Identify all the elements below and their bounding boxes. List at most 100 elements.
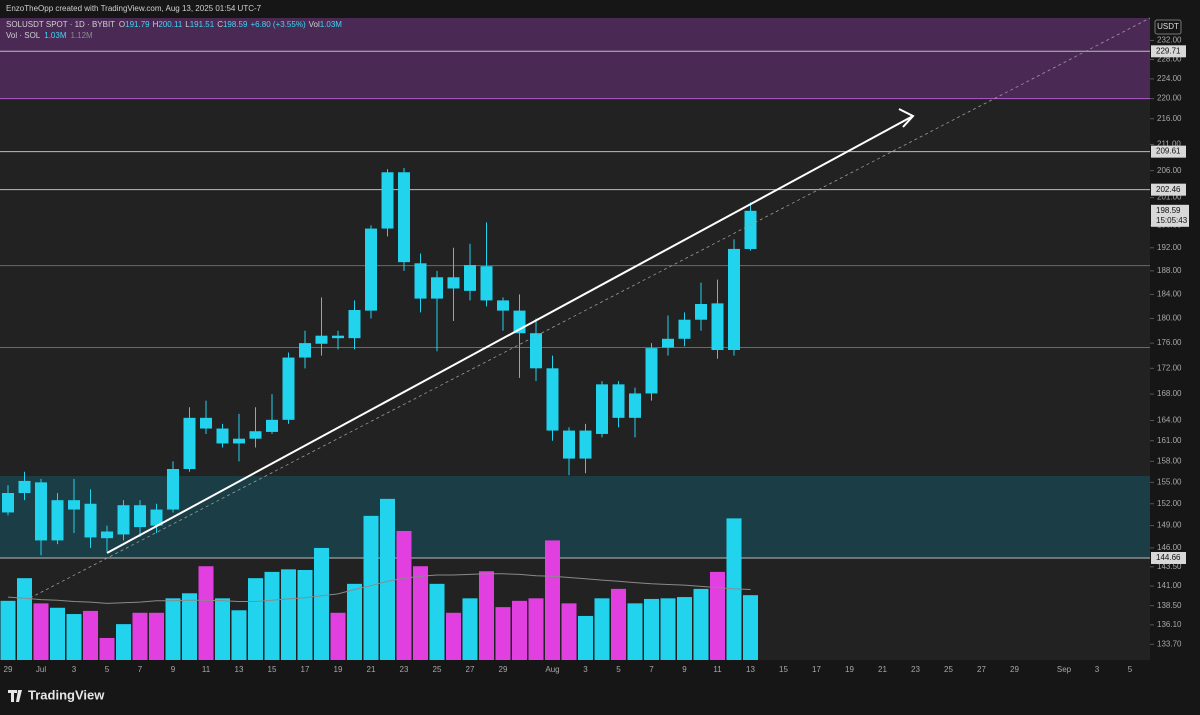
candle-body <box>249 431 262 439</box>
x-tick-label: 27 <box>977 665 986 674</box>
y-tick-label: 228.00 <box>1157 55 1182 64</box>
x-tick-label: 5 <box>105 665 110 674</box>
x-tick-label: 15 <box>779 665 788 674</box>
volume-bar <box>462 598 478 660</box>
price-line-label: 209.61 <box>1156 147 1181 156</box>
volume-bar <box>248 578 263 660</box>
volume-bar <box>33 603 49 660</box>
candle-body <box>266 419 278 432</box>
volume-bar <box>264 571 280 660</box>
y-tick-label: 172.00 <box>1157 363 1182 372</box>
candle-body <box>744 210 757 249</box>
candle-body <box>497 300 509 311</box>
legend-item: O <box>119 20 125 29</box>
volume-bar <box>132 612 148 660</box>
volume-bar <box>743 595 758 660</box>
volume-bar <box>231 610 247 660</box>
volume-bar <box>561 603 577 660</box>
candle-body <box>150 509 163 526</box>
plot-area <box>0 18 1150 660</box>
x-tick-label: 17 <box>812 665 821 674</box>
candle-body <box>216 428 229 444</box>
candle-body <box>299 343 311 358</box>
volume-bar <box>594 598 610 660</box>
volume-bar <box>495 607 511 660</box>
trend-line <box>106 115 914 554</box>
volume-bar <box>165 598 181 660</box>
x-tick-label: 25 <box>433 665 442 674</box>
candle-body <box>200 417 212 429</box>
y-tick-label: 232.00 <box>1157 36 1182 45</box>
x-tick-label: 29 <box>499 665 508 674</box>
volume-bar <box>66 614 82 660</box>
legend-item: 200.11 <box>158 20 182 29</box>
legend-row: Vol · SOL 1.03M 1.12M <box>6 31 93 40</box>
price-line-label: 202.46 <box>1156 185 1181 194</box>
legend-item: H <box>153 20 159 29</box>
volume-bar <box>281 569 296 660</box>
volume-bar <box>446 612 461 660</box>
volume-bar <box>545 540 560 660</box>
zone <box>0 18 1150 99</box>
candle-body <box>678 319 691 339</box>
candle-body <box>35 482 47 541</box>
y-tick-label: 220.00 <box>1157 94 1182 103</box>
date-axis <box>0 660 1150 680</box>
dashed-trend <box>29 17 1151 599</box>
candle-body <box>662 338 674 348</box>
candle-body <box>332 335 344 339</box>
x-tick-label: 29 <box>1010 665 1019 674</box>
last-price-tag <box>1151 204 1189 227</box>
candle-body <box>431 277 443 299</box>
x-tick-label: 21 <box>878 665 887 674</box>
candle-body <box>645 348 658 394</box>
legend-item: 198.59 <box>223 20 248 29</box>
volume-bar <box>330 612 346 660</box>
y-tick-label: 192.00 <box>1157 243 1182 252</box>
x-tick-label: 5 <box>616 665 621 674</box>
currency-box <box>1154 19 1182 35</box>
volume-bar <box>710 571 725 660</box>
y-tick-label: 143.50 <box>1157 562 1182 571</box>
y-tick-label: 180.00 <box>1157 314 1182 323</box>
y-tick-label: 216.00 <box>1157 114 1182 123</box>
y-tick-label: 224.00 <box>1157 74 1182 83</box>
candle-body <box>480 266 493 301</box>
y-tick-label: 168.00 <box>1157 389 1182 398</box>
candle-body <box>282 357 295 420</box>
legend-item: Vol · SOL <box>6 31 41 40</box>
x-tick-label: 7 <box>138 665 143 674</box>
x-tick-label: 5 <box>1128 665 1133 674</box>
x-tick-label: 13 <box>746 665 755 674</box>
volume-bar <box>363 515 379 660</box>
legend-item: C <box>217 20 223 29</box>
volume-bar <box>578 615 593 660</box>
legend-item: SOLUSDT SPOT · 1D · BYBIT <box>6 20 115 29</box>
price-line-tag <box>1151 145 1186 158</box>
candle-body <box>183 417 196 469</box>
candle-body <box>117 505 130 535</box>
x-tick-label: 23 <box>911 665 920 674</box>
brand: TradingView <box>28 687 105 702</box>
candle-body <box>579 430 592 459</box>
price-line-label: 229.71 <box>1156 46 1181 55</box>
volume-bar <box>660 598 676 660</box>
x-tick-label: 3 <box>72 665 77 674</box>
x-tick-label: Sep <box>1057 665 1072 674</box>
candle-body <box>381 172 394 229</box>
volume-bar <box>627 603 643 660</box>
volume-bar <box>528 598 544 660</box>
volume-bar <box>50 607 65 660</box>
candle-body <box>596 384 608 434</box>
candle-body <box>2 492 14 513</box>
y-tick-label: 164.00 <box>1157 416 1182 425</box>
y-tick-label: 188.00 <box>1157 266 1182 275</box>
zone <box>0 476 1150 558</box>
x-tick-label: 15 <box>268 665 277 674</box>
candle-body <box>530 333 542 369</box>
y-tick-label: 133.70 <box>1157 639 1182 648</box>
candle-body <box>315 335 328 344</box>
y-tick-label: 201.00 <box>1157 193 1182 202</box>
